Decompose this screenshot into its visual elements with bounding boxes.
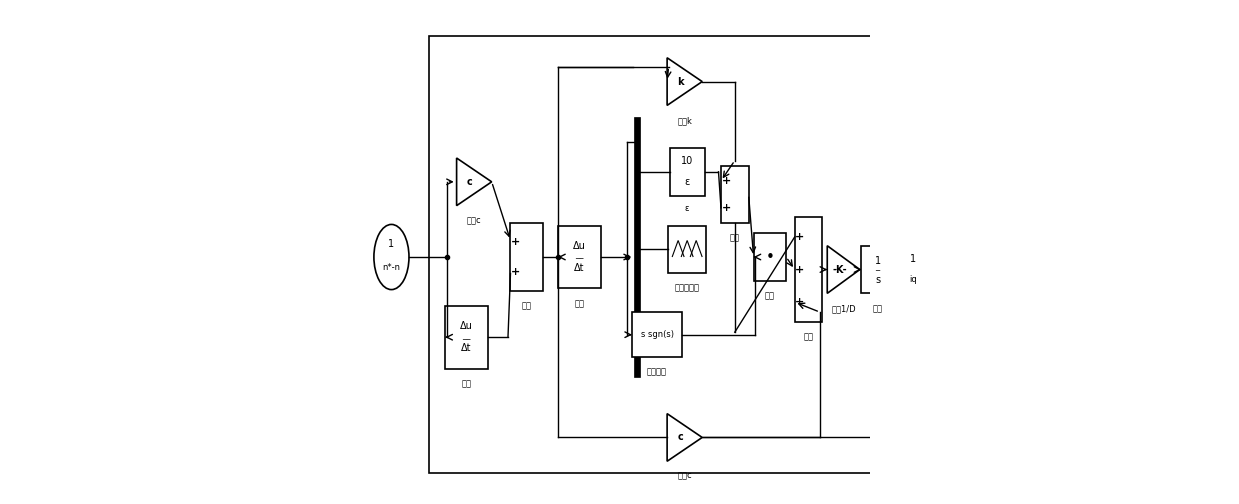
Ellipse shape [897,242,929,297]
Ellipse shape [374,224,409,290]
Text: +: + [510,237,520,247]
Text: c: c [678,432,683,443]
Text: iq: iq [909,275,917,284]
Text: s: s [875,275,880,285]
Text: ε: ε [685,204,689,213]
Text: Δt: Δt [461,343,472,353]
Polygon shape [667,414,703,461]
Text: 求导: 求导 [462,379,472,388]
FancyBboxPatch shape [668,226,706,273]
Text: Δt: Δt [574,263,585,273]
Text: 乘以c: 乘以c [467,216,482,225]
Text: 10: 10 [681,156,694,166]
Text: ─: ─ [876,268,880,274]
Text: 相加: 相加 [522,301,532,310]
FancyBboxPatch shape [634,116,641,377]
Text: 乘以1/D: 乘以1/D [831,304,856,313]
Text: Δu: Δu [572,241,586,251]
Text: 相加: 相加 [803,333,814,342]
Text: ──: ── [575,257,584,263]
Text: +: + [795,297,804,307]
Text: 乘以c: 乘以c [678,472,691,481]
FancyBboxPatch shape [753,233,787,281]
Text: 相加: 相加 [730,234,740,243]
Text: 点乘: 点乘 [764,291,774,300]
Text: 1: 1 [388,239,394,249]
Text: ε: ε [684,177,690,187]
Text: 积分: 积分 [872,304,882,313]
Text: 求导: 求导 [575,299,585,308]
Text: n*-n: n*-n [383,263,400,272]
FancyBboxPatch shape [558,226,601,288]
FancyBboxPatch shape [445,306,488,368]
Polygon shape [457,158,492,206]
Text: c: c [467,177,472,187]
FancyBboxPatch shape [861,246,893,293]
Text: ──: ── [462,337,471,343]
FancyBboxPatch shape [632,312,683,357]
Text: +: + [795,265,804,275]
FancyBboxPatch shape [669,148,705,196]
Polygon shape [667,58,703,105]
Text: +: + [721,176,731,186]
Text: -K-: -K- [833,265,846,275]
Text: s sgn(s): s sgn(s) [641,330,674,339]
Text: 乘以k: 乘以k [678,116,693,125]
Text: 1: 1 [875,256,881,266]
FancyBboxPatch shape [721,165,748,223]
Text: +: + [721,203,731,213]
Text: 1: 1 [909,254,916,264]
Text: k: k [676,77,684,87]
Text: •: • [766,249,774,265]
FancyBboxPatch shape [794,217,823,322]
FancyBboxPatch shape [510,223,543,291]
Text: Δu: Δu [460,321,473,331]
Polygon shape [828,246,860,293]
Text: +: + [510,267,520,277]
Text: 模糊控制器: 模糊控制器 [675,284,700,293]
Text: 符号函数: 符号函数 [647,368,667,377]
Text: +: + [795,232,804,242]
